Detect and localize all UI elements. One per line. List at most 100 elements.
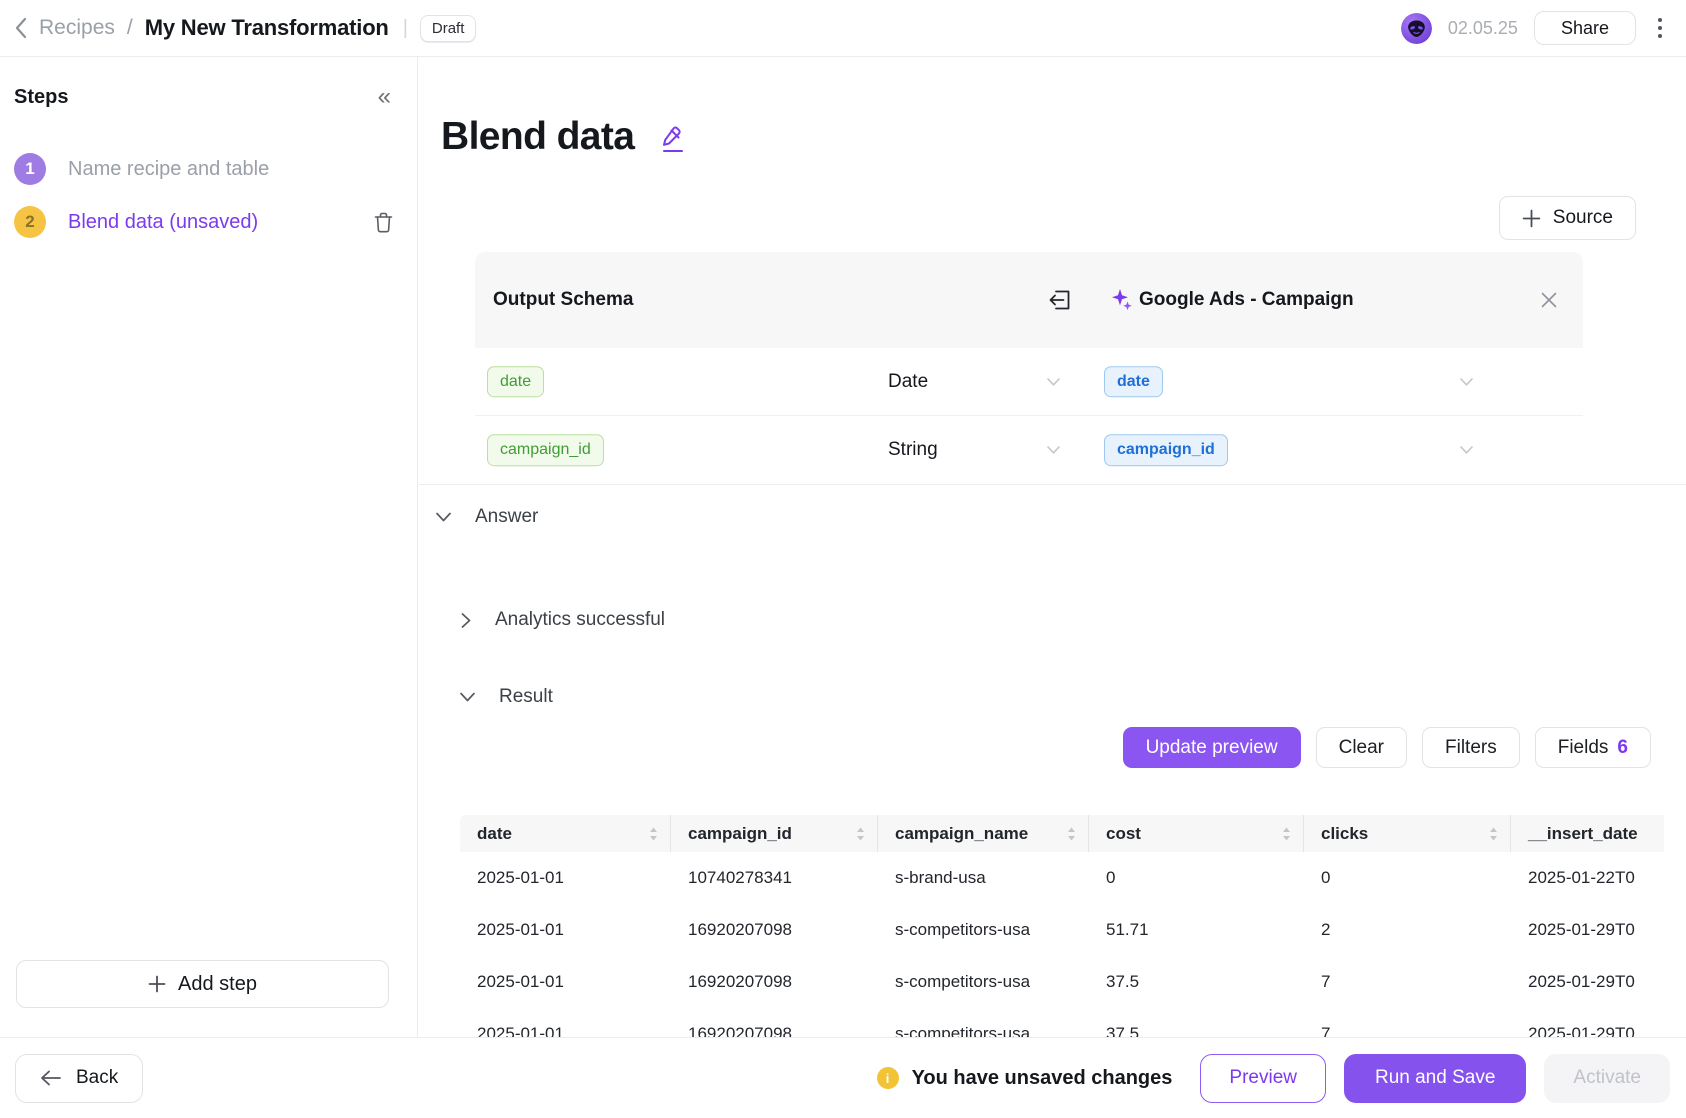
activate-button[interactable]: Activate — [1544, 1053, 1670, 1103]
sort-icon[interactable] — [1067, 827, 1076, 841]
output-field-badge: date — [487, 365, 545, 398]
chevron-down-icon[interactable] — [1047, 446, 1060, 454]
more-menu-icon[interactable] — [1652, 14, 1668, 42]
back-chevron-icon[interactable] — [14, 17, 27, 39]
footer-actions: i You have unsaved changes Preview Run a… — [876, 1053, 1670, 1103]
column-header-insert-date[interactable]: __insert_date — [1511, 815, 1664, 852]
column-header-date[interactable]: date — [460, 815, 671, 852]
breadcrumb-separator: / — [126, 16, 133, 39]
column-header-campaign-id[interactable]: campaign_id — [671, 815, 878, 852]
table-row: 2025-01-01 10740278341 s-brand-usa 0 0 2… — [460, 852, 1664, 904]
sort-icon[interactable] — [649, 827, 658, 841]
recipe-title: My New Transformation — [144, 15, 389, 40]
schema-row-campaign-id: campaign_id String campaign_id — [475, 416, 1583, 484]
chevron-down-icon — [436, 512, 451, 522]
column-label: date — [477, 823, 512, 843]
run-and-save-button[interactable]: Run and Save — [1343, 1053, 1527, 1103]
mapped-field-chip[interactable]: date — [1104, 365, 1163, 398]
preview-button[interactable]: Preview — [1200, 1053, 1326, 1103]
column-label: __insert_date — [1528, 823, 1638, 843]
cell-cost: 37.5 — [1106, 1024, 1140, 1037]
page-title-row: Blend data — [441, 115, 688, 159]
table-row: 2025-01-01 16920207098 s-competitors-usa… — [460, 956, 1664, 1008]
status-badge: Draft — [419, 14, 477, 42]
chevron-down-icon[interactable] — [1460, 446, 1473, 454]
sort-icon[interactable] — [1489, 827, 1498, 841]
sidebar-title: Steps — [14, 85, 69, 108]
cell-clicks: 0 — [1321, 868, 1331, 887]
update-preview-button[interactable]: Update preview — [1122, 727, 1301, 768]
sort-icon[interactable] — [856, 827, 865, 841]
cell-campaign-name: s-brand-usa — [895, 868, 986, 887]
edit-title-icon[interactable] — [658, 119, 688, 155]
cell-campaign-id: 16920207098 — [688, 972, 793, 991]
result-table: date campaign_id campaign_name cost — [460, 815, 1664, 1037]
preview-toolbar: Update preview Clear Filters Fields 6 — [1122, 727, 1651, 768]
type-select[interactable]: Date — [888, 370, 929, 392]
analytics-status-label: Analytics successful — [495, 609, 666, 630]
add-source-button[interactable]: Source — [1498, 196, 1636, 240]
last-saved-date: 02.05.25 — [1447, 17, 1518, 38]
cell-campaign-id: 16920207098 — [688, 920, 793, 939]
cell-cost: 37.5 — [1106, 972, 1140, 991]
answer-section-toggle[interactable]: Answer — [436, 506, 538, 528]
page-title: Blend data — [441, 115, 635, 158]
back-button[interactable]: Back — [15, 1053, 144, 1103]
add-step-button[interactable]: Add step — [16, 960, 389, 1008]
schema-row-date: date Date date — [475, 348, 1583, 416]
step-1-circle: 1 — [14, 153, 46, 185]
clear-button[interactable]: Clear — [1315, 727, 1407, 768]
cell-insert-date: 2025-01-29T0 — [1528, 972, 1635, 991]
sidebar-item-step-2[interactable]: 2 Blend data (unsaved) — [0, 206, 417, 238]
schema-mapping-panel: Output Schema Google Ads - Campaign — [475, 252, 1583, 484]
analytics-section-toggle[interactable]: Analytics successful — [461, 609, 665, 631]
cell-campaign-name: s-competitors-usa — [895, 972, 1031, 991]
chevron-down-icon[interactable] — [1460, 377, 1473, 386]
back-label: Back — [76, 1067, 119, 1088]
add-source-label: Source — [1552, 207, 1613, 228]
column-header-campaign-name[interactable]: campaign_name — [878, 815, 1089, 852]
table-header-row: date campaign_id campaign_name cost — [460, 815, 1664, 852]
type-select[interactable]: String — [888, 439, 938, 460]
user-avatar[interactable] — [1400, 12, 1432, 44]
fields-button[interactable]: Fields 6 — [1534, 727, 1651, 768]
unsaved-changes-notice: i You have unsaved changes — [876, 1066, 1173, 1090]
cell-campaign-name: s-competitors-usa — [895, 1024, 1031, 1037]
cell-insert-date: 2025-01-22T0 — [1528, 868, 1635, 887]
close-source-icon[interactable] — [1539, 290, 1559, 310]
cell-clicks: 2 — [1321, 920, 1331, 939]
share-button[interactable]: Share — [1533, 11, 1636, 45]
sort-icon[interactable] — [1282, 827, 1291, 841]
column-header-cost[interactable]: cost — [1089, 815, 1304, 852]
cell-date: 2025-01-01 — [477, 920, 564, 939]
plus-icon — [148, 975, 166, 993]
column-header-clicks[interactable]: clicks — [1304, 815, 1511, 852]
sidebar-item-step-1[interactable]: 1 Name recipe and table — [0, 153, 417, 185]
result-label: Result — [499, 686, 553, 707]
title-divider: | — [402, 16, 408, 39]
mapped-field-chip[interactable]: campaign_id — [1104, 434, 1228, 466]
cell-clicks: 7 — [1321, 1024, 1331, 1037]
arrow-left-icon — [41, 1070, 61, 1086]
import-mapping-icon[interactable] — [1047, 287, 1073, 313]
column-label: campaign_id — [688, 823, 792, 843]
cell-campaign-name: s-competitors-usa — [895, 920, 1031, 939]
cell-date: 2025-01-01 — [477, 1024, 564, 1037]
breadcrumb-recipes-link[interactable]: Recipes — [39, 16, 115, 39]
chevron-down-icon[interactable] — [1047, 377, 1060, 386]
collapse-sidebar-icon[interactable]: « — [377, 83, 391, 110]
filters-button[interactable]: Filters — [1422, 727, 1520, 768]
cell-campaign-id: 16920207098 — [688, 1024, 793, 1037]
result-section-toggle[interactable]: Result — [460, 686, 553, 708]
step-2-label: Blend data (unsaved) — [68, 210, 259, 233]
fields-count-badge: 6 — [1617, 736, 1628, 758]
cell-cost: 0 — [1106, 868, 1116, 887]
steps-list: 1 Name recipe and table 2 Blend data (un… — [0, 153, 417, 238]
source-name-label: Google Ads - Campaign — [1139, 289, 1354, 310]
output-field-badge: campaign_id — [487, 434, 604, 466]
unsaved-message: You have unsaved changes — [911, 1066, 1173, 1089]
delete-step-icon[interactable] — [374, 212, 393, 233]
add-step-label: Add step — [178, 972, 257, 995]
column-label: campaign_name — [895, 823, 1029, 843]
